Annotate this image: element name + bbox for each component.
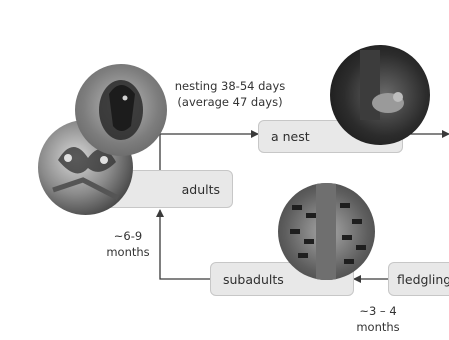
fledgling-duration-line1: ~3 – 4 bbox=[359, 304, 397, 318]
adult-maturity-line2: months bbox=[106, 245, 150, 259]
bird-in-nest-cavity-photo bbox=[75, 64, 167, 156]
adult-maturity-label: ~6-9 months bbox=[100, 228, 156, 260]
fledgling-duration-label: ~3 – 4 months bbox=[348, 303, 408, 335]
butterfly-icon bbox=[52, 146, 120, 201]
nesting-duration-line2: (average 47 days) bbox=[177, 95, 283, 109]
stage-fledglings-label: fledgling bbox=[397, 271, 449, 287]
stage-subadults-label: subadults bbox=[223, 271, 284, 287]
chick-icon bbox=[360, 50, 404, 120]
stage-adults-label: adults bbox=[181, 181, 220, 197]
adult-maturity-line1: ~6-9 bbox=[113, 229, 143, 243]
tree-trunk-icon bbox=[290, 183, 366, 280]
chick-in-nest-photo bbox=[330, 45, 430, 145]
stage-fledglings: fledgling bbox=[388, 262, 449, 296]
stage-nest-label: a nest bbox=[271, 129, 310, 144]
fledgling-duration-line2: months bbox=[356, 320, 400, 334]
nesting-duration-line1: nesting 38-54 days bbox=[174, 79, 286, 93]
arrow-subadults-to-adults bbox=[156, 209, 210, 280]
bird-cavity-icon bbox=[99, 80, 143, 140]
birds-on-tree-trunk-photo bbox=[278, 183, 375, 280]
arrow-adults-to-nest bbox=[159, 130, 259, 172]
nesting-duration-label: nesting 38-54 days (average 47 days) bbox=[170, 78, 290, 110]
